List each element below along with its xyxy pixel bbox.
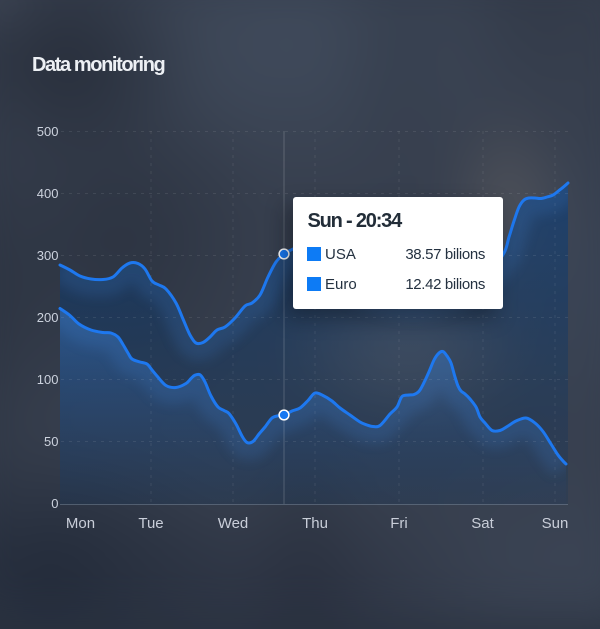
svg-text:500: 500 — [37, 124, 59, 139]
svg-text:100: 100 — [37, 372, 59, 387]
svg-text:Sun: Sun — [542, 515, 569, 532]
svg-text:Fri: Fri — [390, 515, 408, 532]
svg-text:Sat: Sat — [471, 515, 494, 532]
svg-text:0: 0 — [51, 496, 58, 511]
svg-text:300: 300 — [37, 248, 59, 263]
svg-text:Tue: Tue — [138, 515, 163, 532]
svg-text:200: 200 — [37, 310, 59, 325]
svg-text:Wed: Wed — [218, 515, 249, 532]
svg-text:50: 50 — [44, 434, 58, 449]
svg-text:400: 400 — [37, 186, 59, 201]
svg-text:Thu: Thu — [302, 515, 328, 532]
svg-text:Mon: Mon — [66, 515, 95, 532]
